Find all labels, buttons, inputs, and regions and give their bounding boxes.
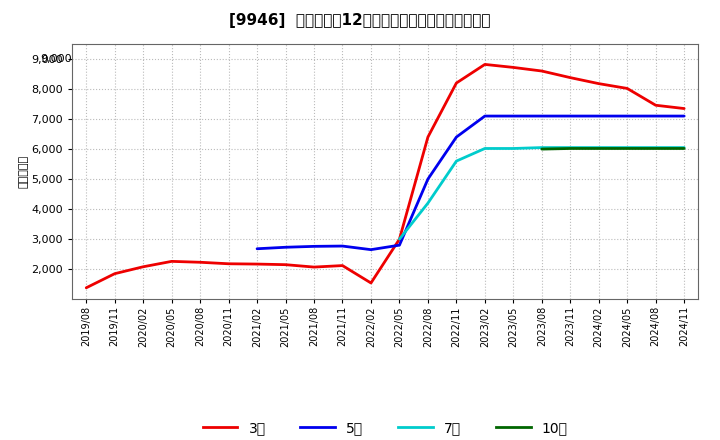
3年	[338, 263, 347, 268]
3年	[509, 65, 518, 70]
7年	[595, 145, 603, 150]
3年	[423, 135, 432, 140]
7年	[566, 145, 575, 150]
10年	[680, 146, 688, 151]
5年	[282, 245, 290, 250]
3年	[680, 106, 688, 111]
3年	[566, 75, 575, 80]
3年	[452, 81, 461, 86]
5年	[623, 114, 631, 119]
10年	[566, 146, 575, 151]
5年	[652, 114, 660, 119]
5年	[423, 176, 432, 182]
3年	[537, 68, 546, 73]
10年	[537, 147, 546, 152]
3年	[480, 62, 489, 67]
5年	[338, 243, 347, 249]
Line: 10年: 10年	[541, 148, 684, 149]
3年	[139, 264, 148, 269]
5年	[566, 114, 575, 119]
Text: 9,000: 9,000	[40, 54, 72, 64]
5年	[680, 114, 688, 119]
5年	[253, 246, 261, 251]
Text: [9946]  当期純利益12か月移動合計の標準偏差の推移: [9946] 当期純利益12か月移動合計の標準偏差の推移	[229, 13, 491, 28]
10年	[652, 146, 660, 151]
3年	[366, 280, 375, 286]
Line: 3年: 3年	[86, 64, 684, 288]
7年	[480, 146, 489, 151]
3年	[652, 103, 660, 108]
7年	[537, 145, 546, 150]
Legend: 3年, 5年, 7年, 10年: 3年, 5年, 7年, 10年	[197, 415, 573, 440]
3年	[282, 262, 290, 268]
5年	[452, 135, 461, 140]
7年	[452, 158, 461, 164]
7年	[423, 201, 432, 206]
5年	[395, 242, 404, 248]
3年	[595, 81, 603, 86]
5年	[310, 244, 318, 249]
3年	[196, 260, 204, 265]
3年	[253, 261, 261, 267]
7年	[395, 237, 404, 242]
3年	[395, 237, 404, 242]
3年	[310, 264, 318, 270]
7年	[509, 146, 518, 151]
7年	[680, 145, 688, 150]
10年	[623, 146, 631, 151]
3年	[82, 285, 91, 290]
5年	[509, 114, 518, 119]
7年	[623, 145, 631, 150]
Line: 5年: 5年	[257, 116, 684, 249]
5年	[480, 114, 489, 119]
5年	[537, 114, 546, 119]
3年	[225, 261, 233, 266]
3年	[110, 271, 119, 276]
Line: 7年: 7年	[400, 147, 684, 239]
3年	[623, 86, 631, 91]
3年	[167, 259, 176, 264]
10年	[595, 146, 603, 151]
5年	[595, 114, 603, 119]
7年	[652, 145, 660, 150]
Y-axis label: （百万円）: （百万円）	[19, 155, 29, 188]
5年	[366, 247, 375, 252]
